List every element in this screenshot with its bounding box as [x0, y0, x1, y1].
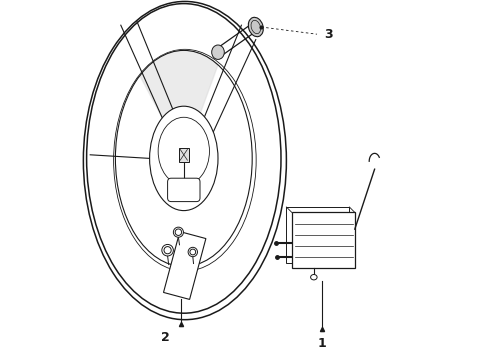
FancyBboxPatch shape — [286, 207, 349, 263]
FancyBboxPatch shape — [179, 148, 189, 162]
Text: 2: 2 — [161, 331, 170, 344]
Ellipse shape — [311, 274, 317, 280]
Ellipse shape — [162, 244, 173, 256]
Ellipse shape — [248, 17, 263, 37]
Ellipse shape — [190, 249, 196, 255]
Ellipse shape — [149, 106, 218, 211]
Ellipse shape — [175, 229, 182, 235]
FancyBboxPatch shape — [168, 178, 200, 202]
Text: 1: 1 — [318, 337, 327, 350]
Ellipse shape — [188, 247, 197, 257]
Ellipse shape — [173, 227, 183, 237]
Polygon shape — [140, 50, 218, 158]
FancyBboxPatch shape — [292, 212, 355, 268]
Ellipse shape — [164, 247, 171, 254]
Ellipse shape — [212, 45, 224, 59]
Polygon shape — [164, 231, 206, 300]
Text: 3: 3 — [324, 28, 333, 41]
